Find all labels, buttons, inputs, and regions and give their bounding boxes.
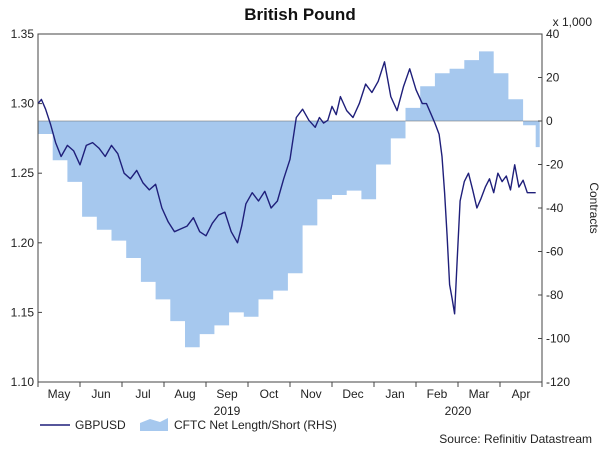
left-axis-ticks: 1.10 1.15 1.20 1.25 1.30 1.35 (11, 27, 42, 389)
legend: GBPUSD CFTC Net Length/Short (RHS) (40, 418, 337, 432)
month-label: Aug (174, 387, 195, 401)
cftc-area-series (38, 51, 540, 348)
month-label: Dec (342, 387, 363, 401)
x-axis-month-ticks: May Jun Jul Aug Sep Oct Nov Dec Jan Feb Mar Apr (37, 382, 543, 401)
right-tick-label: -20 (546, 158, 564, 172)
month-label: Oct (260, 387, 279, 401)
right-axis-multiplier: x 1,000 (553, 15, 593, 29)
right-tick-label: -120 (546, 375, 570, 389)
month-label: Mar (469, 387, 490, 401)
legend-swatch-cftc (140, 418, 168, 431)
right-axis-ticks: -120 -100 -80 -60 -40 -20 0 20 40 (538, 27, 570, 389)
month-label: Sep (216, 387, 238, 401)
left-tick-label: 1.35 (11, 27, 35, 41)
left-tick-label: 1.15 (11, 305, 35, 319)
right-tick-label: -80 (546, 288, 564, 302)
right-tick-label: 20 (546, 71, 560, 85)
month-label: Nov (300, 387, 321, 401)
gbpusd-line (37, 61, 536, 315)
month-label: Jul (135, 387, 150, 401)
right-tick-label: -40 (546, 201, 564, 215)
right-tick-label: 0 (546, 114, 553, 128)
year-label: 2020 (445, 404, 472, 418)
legend-label-gbpusd: GBPUSD (75, 418, 126, 432)
month-label: Feb (427, 387, 448, 401)
legend-label-cftc: CFTC Net Length/Short (RHS) (174, 418, 337, 432)
month-label: May (48, 387, 71, 401)
gbpusd-line-series (37, 61, 536, 315)
left-tick-label: 1.25 (11, 166, 35, 180)
left-tick-label: 1.30 (11, 97, 35, 111)
cftc-area-fill (38, 51, 540, 348)
left-tick-label: 1.20 (11, 236, 35, 250)
right-tick-label: 40 (546, 27, 560, 41)
month-label: Jan (385, 387, 404, 401)
month-label: Apr (512, 387, 531, 401)
source-note: Source: Refinitiv Datastream (439, 432, 592, 446)
x-axis-year-labels: 2019 2020 (214, 404, 472, 418)
right-axis-label: Contracts (587, 182, 600, 233)
left-tick-label: 1.10 (11, 375, 35, 389)
year-label: 2019 (214, 404, 241, 418)
chart-title: British Pound (244, 5, 355, 24)
right-tick-label: -60 (546, 245, 564, 259)
month-label: Jun (91, 387, 110, 401)
right-tick-label: -100 (546, 332, 570, 346)
